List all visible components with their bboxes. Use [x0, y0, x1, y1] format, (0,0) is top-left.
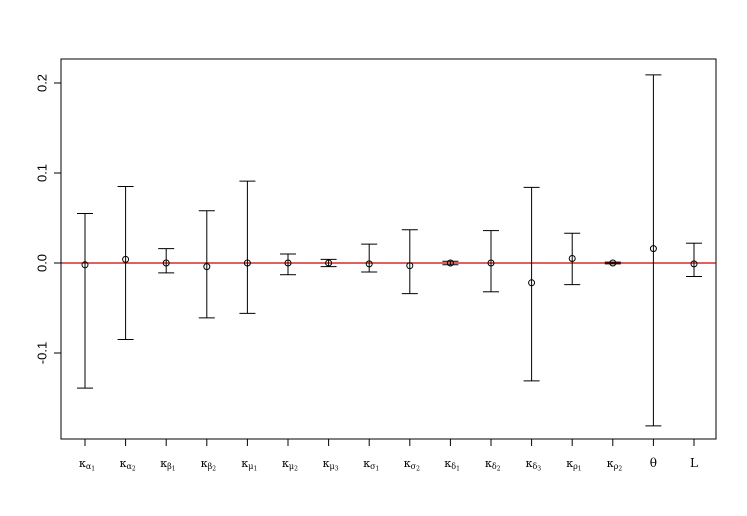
error-bar-group [686, 242, 702, 277]
point-estimate [203, 263, 211, 271]
x-tick-label: κσ2 [404, 457, 420, 473]
point-estimate [609, 259, 617, 267]
y-tick-label: 0.2 [35, 74, 50, 92]
x-tick-label: κδ2 [485, 457, 501, 473]
error-bar-group [117, 186, 134, 340]
error-bars [77, 74, 702, 427]
error-bar-group [523, 186, 540, 382]
error-bar-group [442, 259, 459, 267]
x-axis: κα1 κα2 κβ1 κβ2 κμ1 κμ2 κμ3 κσ1 κσ2 κδ1 κδ2 κδ3 κρ1 κ… [79, 438, 698, 473]
error-bar-group [483, 230, 499, 293]
y-tick-label: -0.1 [35, 342, 50, 364]
point-estimate [122, 255, 130, 263]
y-axis: -0.1 0.0 0.1 0.2 [35, 74, 62, 364]
x-tick-label: κβ2 [201, 457, 217, 473]
x-tick-label: κδ3 [526, 457, 542, 473]
error-bar-group [239, 180, 256, 314]
error-bar-group [361, 243, 378, 273]
x-tick-label: κμ1 [241, 457, 257, 473]
point-estimate [649, 245, 657, 253]
x-tick-label: κα2 [120, 457, 136, 473]
error-bar-group [198, 210, 215, 319]
point-estimate [365, 260, 373, 268]
x-tick-label: κρ1 [566, 457, 581, 473]
x-tick-label: κδ1 [444, 457, 460, 473]
point-estimate [446, 259, 454, 267]
error-bar-group [645, 74, 662, 427]
error-bar-group [604, 259, 621, 267]
point-estimate [406, 262, 414, 270]
x-tick-label: κα1 [79, 457, 95, 473]
y-tick-label: 0.0 [35, 254, 50, 272]
point-estimate [325, 259, 333, 267]
error-bar-group [77, 213, 93, 389]
error-bar-group [158, 248, 175, 274]
point-estimate [284, 259, 292, 267]
point-estimate [528, 279, 536, 287]
y-tick-label: 0.1 [35, 164, 50, 182]
error-bar-group [564, 232, 581, 286]
x-tick-label: θ [650, 456, 657, 470]
x-tick-label: κβ1 [160, 457, 175, 473]
x-tick-label: κμ3 [323, 457, 339, 473]
error-bar-group [320, 258, 337, 268]
point-estimate [81, 261, 89, 269]
x-tick-label: κσ1 [363, 457, 379, 473]
point-estimate [243, 259, 251, 267]
x-tick-label: κρ2 [607, 457, 623, 473]
point-estimate [568, 255, 576, 262]
x-tick-label: κμ2 [282, 457, 298, 473]
error-bar-group [280, 253, 296, 276]
point-estimate [487, 259, 495, 267]
x-tick-label: L [690, 456, 698, 470]
error-bar-group [401, 229, 418, 295]
point-estimate [690, 260, 698, 268]
point-estimate [162, 259, 170, 267]
